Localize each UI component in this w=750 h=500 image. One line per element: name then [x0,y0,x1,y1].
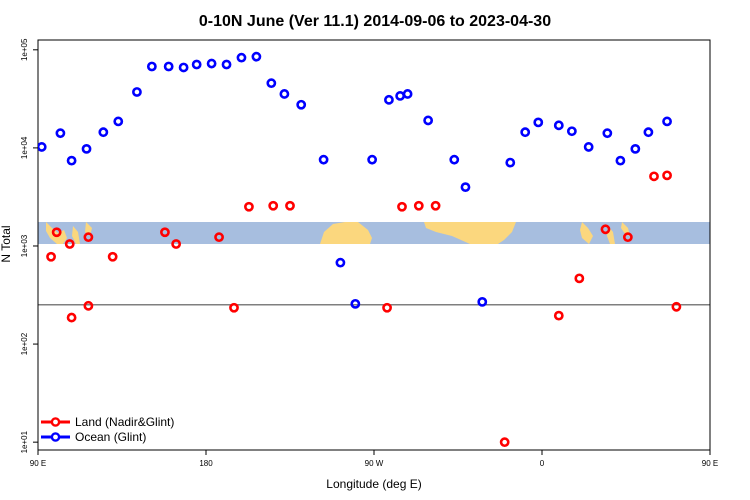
ocean-point [236,52,247,63]
map-land-maritime-se-asia-2 [72,226,80,244]
land-point [107,251,118,262]
y-axis-label: N Total [0,225,13,262]
ocean-point [221,59,232,70]
ocean-point [279,89,290,99]
land-point [64,239,75,249]
land-point [285,200,295,211]
legend-ocean-label: Ocean (Glint) [75,430,146,444]
ocean-point [615,155,626,166]
ocean-point [460,182,471,193]
land-point [46,251,56,262]
ocean-point [163,61,174,72]
ocean-point [178,62,189,73]
legend: Land (Nadir&Glint) Ocean (Glint) [41,415,174,444]
map-ocean-band [38,222,710,244]
x-tick-label: 90 W [365,459,384,468]
ocean-point [98,127,109,138]
land-point [51,227,62,238]
ocean-point [251,51,262,62]
ocean-point [146,61,157,72]
y-tick-label: 1e+05 [20,38,29,61]
ocean-point [55,128,66,139]
land-point [553,310,564,321]
x-tick-label: 180 [199,459,213,468]
ocean-point [402,89,413,99]
land-point [171,239,182,249]
ocean-point [296,99,307,110]
ocean-point [350,298,361,309]
ocean-point [206,58,217,69]
land-point [413,200,424,211]
ocean-point [602,128,613,139]
axes: 90 E 180 90 W 0 90 E1e+011e+021e+031e+041e+0… [20,38,718,468]
y-tick-label: 1e+02 [20,332,29,355]
x-tick-label: 90 E [702,459,718,468]
map-land-maritime-se-asia-1 [46,222,67,244]
land-point [229,302,239,313]
land-point [268,200,279,211]
chart-title: 0-10N June (Ver 11.1) 2014-09-06 to 2023… [199,13,551,30]
land-point [574,273,585,284]
ocean-point [395,91,406,101]
ocean-point [520,127,531,138]
ocean-point [113,116,124,127]
y-tick-label: 1e+03 [20,234,29,257]
ocean-point [449,154,460,165]
land-point [83,232,94,243]
ocean-point [477,296,488,307]
map-land-africa [424,222,516,244]
y-tick-label: 1e+01 [20,430,29,453]
land-point [66,312,77,323]
land-point [662,170,672,181]
plot-frame [37,39,711,451]
ocean-point [38,142,47,152]
land-point [214,232,224,243]
y-tick-label: 1e+04 [20,136,29,159]
land-point [649,171,659,182]
map-land-maritime-se-asia-4 [580,222,593,244]
ocean-point [132,87,142,97]
map-land-south-america [320,222,372,244]
land-point [600,224,611,235]
x-tick-label: 90 E [30,459,46,468]
ocean-point [643,127,654,138]
land-point [397,201,407,212]
ocean-point [66,155,77,166]
land-point [622,232,633,243]
ocean-point [266,78,277,89]
ocean-point [318,154,329,165]
land-point [160,227,170,238]
ocean-point [191,59,202,70]
ocean-point [553,120,564,131]
ocean-point [335,257,346,268]
x-axis-label: Longitude (deg E) [326,477,421,491]
x-tick-label: 0 [540,459,545,468]
ocean-point [533,117,544,128]
ocean-point [367,154,378,165]
ocean-point [566,126,577,137]
legend-ocean-marker [50,432,61,442]
ocean-point [583,142,594,152]
map-land-maritime-se-asia-3 [85,222,92,236]
ocean-point [81,143,92,154]
land-point [499,437,510,448]
land-point [671,301,682,312]
ocean-point [423,115,434,126]
ocean-point [505,157,516,168]
legend-land-marker [50,417,61,427]
ocean-point [662,116,672,127]
land-point [382,302,392,313]
ocean-point [630,143,641,154]
land-point [430,200,441,211]
land-point [83,300,94,311]
world-map-strip [38,222,710,244]
data-points [38,51,682,448]
ocean-point [384,94,394,105]
legend-land-label: Land (Nadir&Glint) [75,415,174,429]
land-point [244,201,254,212]
